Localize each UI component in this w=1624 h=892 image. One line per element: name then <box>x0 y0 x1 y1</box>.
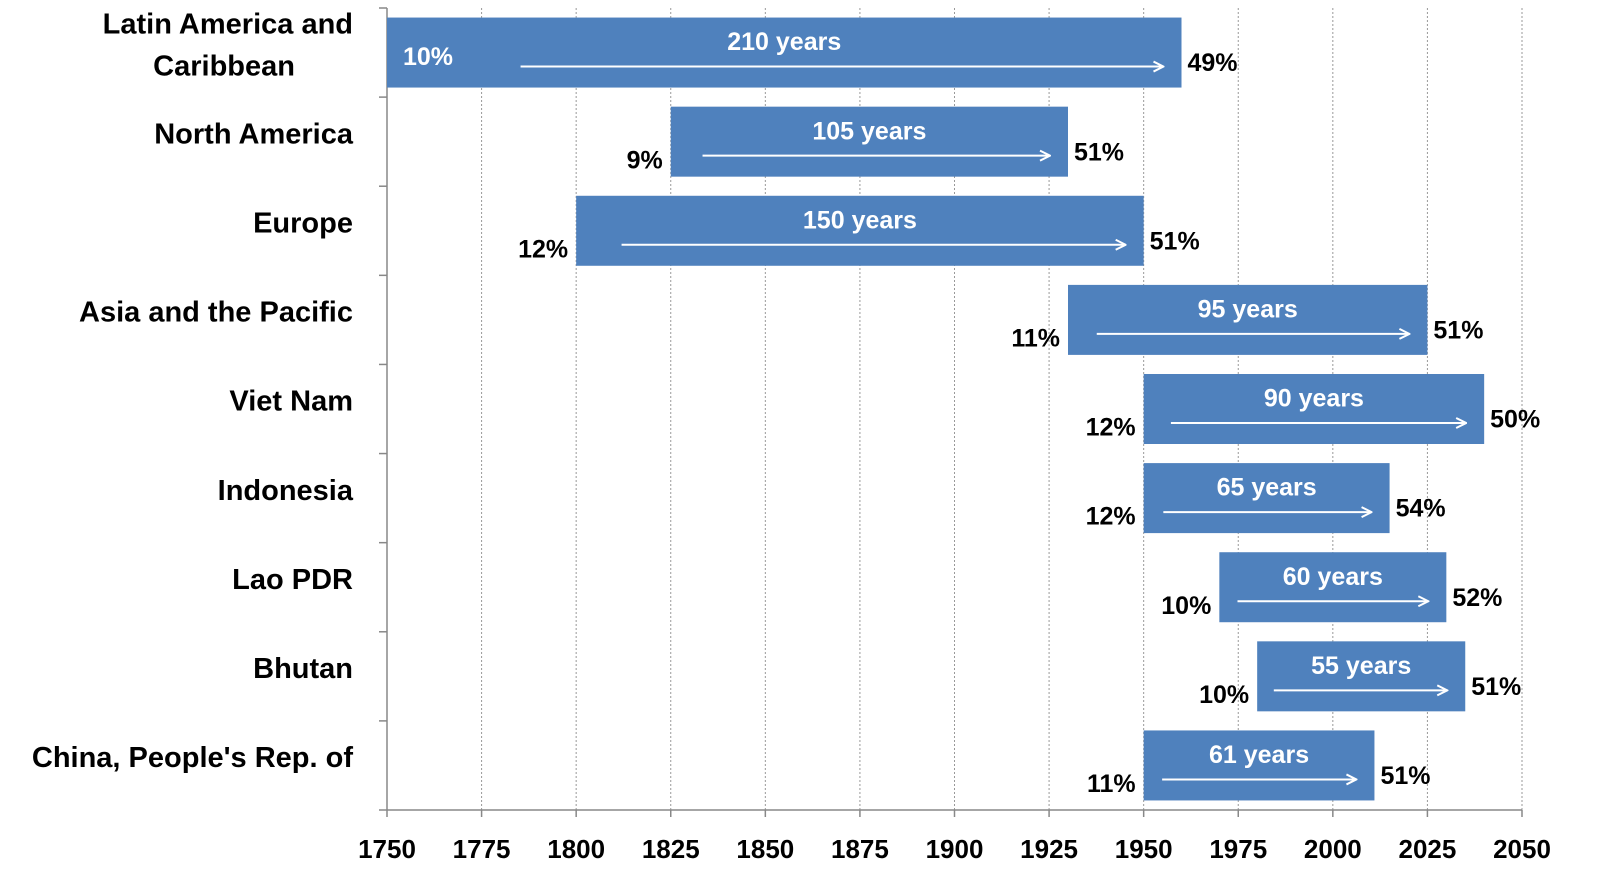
end-label: 49% <box>1188 49 1238 77</box>
start-label: 11% <box>1087 770 1136 798</box>
start-label: 11% <box>1011 324 1060 352</box>
bar <box>387 17 1182 88</box>
start-label: 12% <box>1086 414 1136 442</box>
x-tick-label: 1900 <box>926 834 984 864</box>
x-tick-label: 1850 <box>736 834 794 864</box>
start-label: 10% <box>1199 681 1249 709</box>
category-label: Lao PDR <box>232 564 353 596</box>
bar <box>1143 374 1485 444</box>
duration-label: 150 years <box>803 206 917 234</box>
start-label: 10% <box>403 43 453 71</box>
duration-label: 65 years <box>1217 474 1317 502</box>
x-tick-label: 1975 <box>1209 834 1267 864</box>
end-label: 52% <box>1452 584 1502 612</box>
end-label: 51% <box>1074 138 1124 166</box>
x-tick-label: 2025 <box>1398 834 1456 864</box>
category-label: Indonesia <box>218 475 354 507</box>
duration-label: 105 years <box>812 117 926 145</box>
bar <box>1257 641 1466 712</box>
x-tick-label: 2050 <box>1493 834 1551 864</box>
category-label: Latin America and Caribbean <box>103 8 353 82</box>
category-label: Viet Nam <box>229 386 353 418</box>
x-tick-label: 1950 <box>1115 834 1173 864</box>
category-label: China, People's Rep. of <box>32 742 353 774</box>
duration-label: 60 years <box>1283 563 1383 591</box>
end-label: 54% <box>1396 495 1446 523</box>
duration-label: 55 years <box>1311 652 1411 680</box>
x-tick-label: 1750 <box>358 834 416 864</box>
end-label: 51% <box>1380 762 1430 790</box>
category-label: Europe <box>253 207 353 239</box>
category-label: North America <box>154 118 354 150</box>
duration-label: 210 years <box>727 28 841 56</box>
bar <box>576 195 1144 266</box>
x-tick-label: 1875 <box>831 834 889 864</box>
start-label: 12% <box>518 235 568 263</box>
x-tick-label: 1925 <box>1020 834 1078 864</box>
bar <box>1219 552 1447 623</box>
bar <box>1068 284 1428 355</box>
x-tick-label: 2000 <box>1304 834 1362 864</box>
start-label: 12% <box>1086 503 1136 531</box>
end-label: 50% <box>1490 406 1540 434</box>
duration-label: 95 years <box>1198 295 1298 323</box>
category-label: Bhutan <box>253 653 353 685</box>
category-label: Asia and the Pacific <box>79 297 353 329</box>
end-label: 51% <box>1433 316 1483 344</box>
bar <box>670 106 1068 177</box>
x-tick-label: 1800 <box>547 834 605 864</box>
duration-label: 90 years <box>1264 385 1364 413</box>
bar <box>1143 730 1375 801</box>
end-label: 51% <box>1150 227 1200 255</box>
x-tick-label: 1775 <box>453 834 511 864</box>
start-label: 9% <box>627 146 663 174</box>
end-label: 51% <box>1471 673 1521 701</box>
start-label: 10% <box>1161 592 1211 620</box>
duration-label: 61 years <box>1209 741 1309 769</box>
bar <box>1143 463 1390 534</box>
x-tick-label: 1825 <box>642 834 700 864</box>
